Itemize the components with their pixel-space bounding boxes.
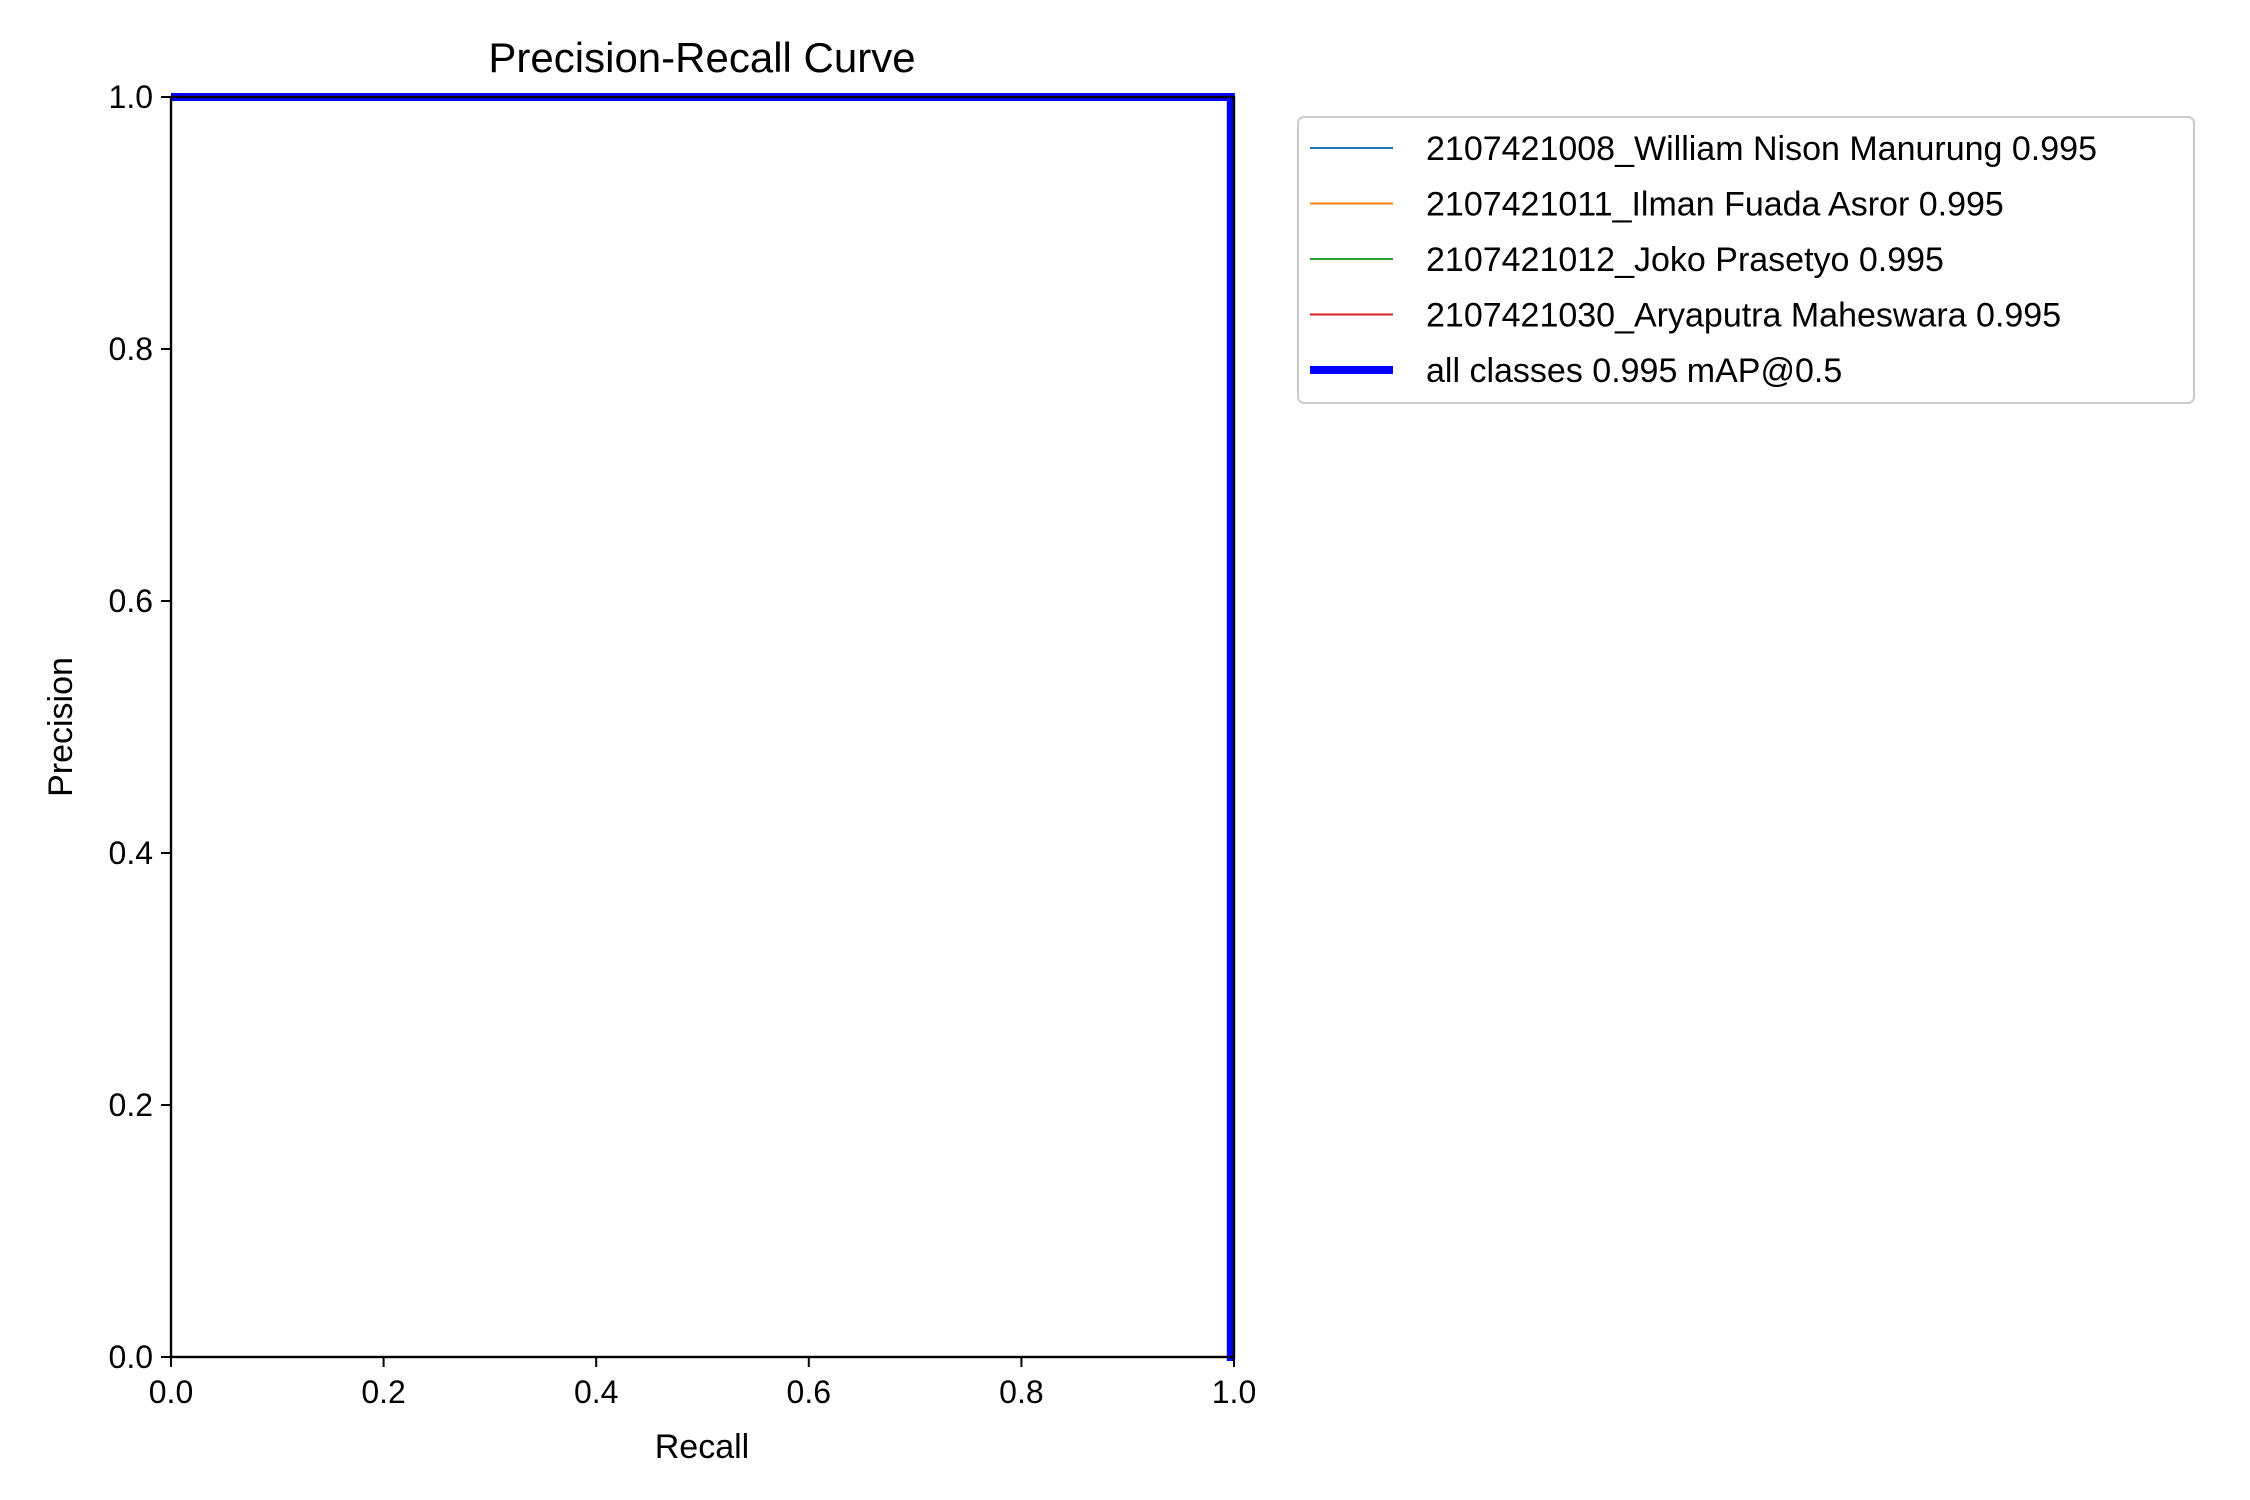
y-tick-label: 0.2 xyxy=(109,1087,153,1123)
plot-area xyxy=(171,97,1234,1357)
legend-label-5: all classes 0.995 mAP@0.5 xyxy=(1426,352,1842,390)
x-tick-label: 0.0 xyxy=(149,1374,193,1410)
y-axis-ticks: 0.0 0.2 0.4 0.6 0.8 1.0 xyxy=(109,79,171,1375)
x-tick-label: 0.2 xyxy=(361,1374,405,1410)
legend-box xyxy=(1297,116,2195,404)
y-tick-label: 0.4 xyxy=(109,835,153,871)
x-tick-label: 0.4 xyxy=(574,1374,618,1410)
y-axis-label: Precision xyxy=(42,657,80,797)
x-tick-label: 1.0 xyxy=(1212,1374,1256,1410)
chart-title: Precision-Recall Curve xyxy=(488,34,915,81)
y-tick-label: 0.6 xyxy=(109,583,153,619)
y-tick-label: 0.8 xyxy=(109,331,153,367)
legend-label-4: 2107421030_Aryaputra Maheswara 0.995 xyxy=(1426,297,2061,335)
x-tick-label: 0.8 xyxy=(999,1374,1043,1410)
legend-entries: 2107421008_William Nison Manurung 0.995 2… xyxy=(1310,130,2097,390)
x-axis-ticks: 0.0 0.2 0.4 0.6 0.8 1.0 xyxy=(149,1357,1256,1410)
legend-label-3: 2107421012_Joko Prasetyo 0.995 xyxy=(1426,241,1944,279)
y-tick-label: 0.0 xyxy=(109,1339,153,1375)
x-tick-label: 0.6 xyxy=(787,1374,831,1410)
y-tick-label: 1.0 xyxy=(109,79,153,115)
plot-frame xyxy=(169,95,1236,1359)
x-axis-label: Recall xyxy=(655,1428,749,1466)
legend-label-1: 2107421008_William Nison Manurung 0.995 xyxy=(1426,130,2097,168)
legend-label-2: 2107421011_Ilman Fuada Asror 0.995 xyxy=(1426,186,2004,224)
legend: 2107421008_William Nison Manurung 0.995 2… xyxy=(1297,116,2195,404)
